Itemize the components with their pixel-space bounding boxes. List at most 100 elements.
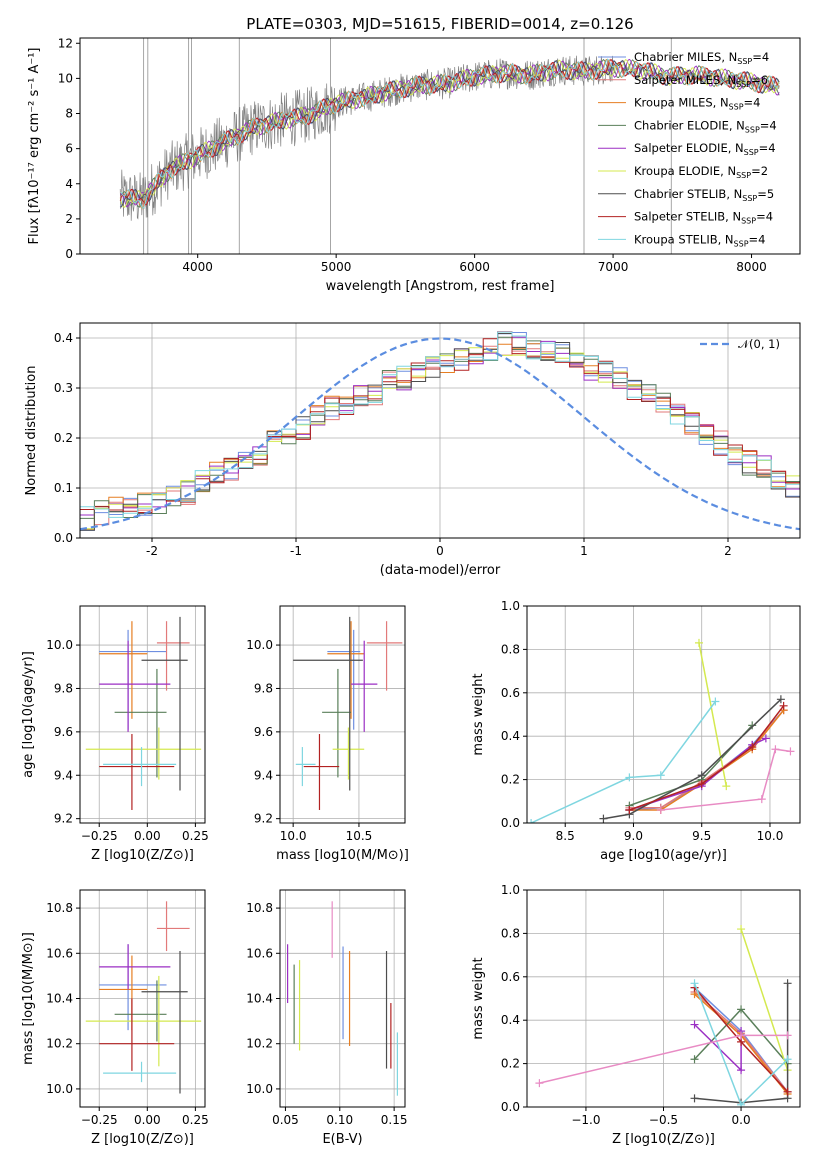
x-tick-label: 6000 [459, 260, 490, 274]
legend-label-sub: SSP [745, 125, 760, 134]
legend-label-sub: SSP [737, 57, 752, 66]
legend: 𝒩(0, 1) [700, 337, 780, 351]
legend-label-count: =4 [756, 210, 773, 224]
x-tick-label: 9.0 [624, 829, 643, 843]
weight-marker [757, 795, 766, 804]
y-tick-label: 9.6 [54, 725, 73, 739]
weight-marker [656, 805, 665, 814]
y-tick-label: 2 [65, 212, 73, 226]
y-tick-label: 0.0 [501, 816, 520, 830]
legend-label-sub: SSP [742, 194, 757, 203]
x-tick-label: 0 [436, 544, 444, 558]
weight-marker [535, 1079, 544, 1088]
x-tick-label: 7000 [598, 260, 629, 274]
weight-marker [527, 819, 536, 823]
chart-title: PLATE=0303, MJD=51615, FIBERID=0014, z=0… [246, 15, 633, 33]
legend-label-text: Salpeter ELODIE, N [634, 141, 744, 155]
weight-marker [690, 1094, 699, 1103]
y-tick-label: 9.2 [254, 812, 273, 826]
weight-marker [783, 1031, 792, 1040]
x-tick-label: 0.15 [381, 1113, 408, 1127]
legend-label-sub: SSP [729, 103, 744, 112]
normal-curve [80, 337, 800, 531]
y-tick-label: 0.0 [501, 1100, 520, 1114]
legend-label-text: Kroupa STELIB, N [634, 232, 734, 246]
x-tick-label: −0.25 [81, 829, 118, 843]
legend-label: Kroupa ELODIE, NSSP=2 [634, 164, 768, 180]
weight-marker [748, 721, 757, 730]
axes-frame [279, 605, 406, 824]
y-tick-label: 10.6 [246, 946, 273, 960]
weight_vs_Z-panel: −1.0 −0.5 0.0 0.0 0.2 0.4 0.6 0.8 1.0 Z [log10(Z/… [471, 883, 801, 1147]
y-tick-label: 10.0 [246, 1082, 273, 1096]
legend-label-sub: SSP [736, 171, 751, 180]
x-axis-label: Z [log10(Z/Z⊙)] [91, 1132, 194, 1147]
x-tick-label: 9.5 [692, 829, 711, 843]
x-axis-label: age [log10(age/yr)] [600, 848, 727, 863]
weight-marker [737, 1066, 746, 1075]
weight-marker [625, 773, 634, 782]
weight-marker [690, 1020, 699, 1029]
residuals-panel: -2 -1 0 1 2 0.0 0.1 0.2 0.3 0.4 (data-model)/error… [24, 322, 801, 578]
weight-marker [737, 1031, 746, 1040]
x-tick-label: 5000 [321, 260, 352, 274]
y-tick-label: 0.8 [501, 642, 520, 656]
x-tick-label: 0.10 [326, 1113, 353, 1127]
legend-label-text: Salpeter STELIB, N [634, 210, 741, 224]
x-tick-label: 4000 [182, 260, 213, 274]
legend-label-count: =4 [760, 118, 777, 132]
age_vs_mass-panel: 10.0 10.5 9.2 9.4 9.6 9.8 10.0 mass [log10(M/M⊙… [246, 605, 409, 863]
weight-marker [722, 782, 731, 791]
legend-label-count: =6 [751, 73, 768, 87]
y-tick-label: 10.0 [46, 1082, 73, 1096]
x-tick-label: 0.25 [182, 829, 209, 843]
y-tick-label: 10.6 [46, 946, 73, 960]
legend-label-text: Chabrier STELIB, N [634, 187, 742, 201]
legend-label-sub: SSP [741, 217, 756, 226]
y-tick-label: 9.8 [54, 681, 73, 695]
y-axis-label: Flux [fλ10⁻¹⁷ erg cm⁻² s⁻¹ A⁻¹] [27, 48, 42, 245]
y-axis-label: mass weight [471, 957, 486, 1039]
y-tick-label: 8 [65, 107, 73, 121]
weight-marker [761, 734, 770, 743]
y-axis-label: mass weight [471, 673, 486, 755]
residual-plot [80, 331, 800, 531]
weight-marker [737, 1005, 746, 1014]
x-axis-label: wavelength [Angstrom, rest frame] [326, 279, 555, 294]
spectrum-panel: 4000 5000 6000 7000 8000 0 2 4 6 8 10 12 wavelength … [27, 15, 801, 294]
weight-line-6 [603, 698, 782, 820]
legend-label-sub: SSP [744, 148, 759, 157]
y-tick-label: 9.8 [254, 681, 273, 695]
y-tick-label: 0.6 [501, 970, 520, 984]
y-tick-label: 10.8 [246, 901, 273, 915]
y-tick-label: 0.6 [501, 686, 520, 700]
weight-marker [697, 771, 706, 780]
legend-label-text: Chabrier ELODIE, N [634, 118, 745, 132]
y-tick-label: 0.4 [501, 729, 520, 743]
legend-label: Salpeter STELIB, NSSP=4 [634, 210, 773, 226]
y-tick-label: 10.2 [46, 1037, 73, 1051]
x-tick-label: 0.00 [134, 1113, 161, 1127]
x-axis-label: (data-model)/error [380, 563, 501, 578]
x-tick-label: 0.0 [732, 1113, 751, 1127]
axes-frame [526, 889, 801, 1108]
axes-frame [79, 605, 206, 824]
weight-line-5 [698, 642, 728, 787]
x-tick-label: 10.5 [346, 829, 373, 843]
weight-line-8 [530, 701, 717, 823]
legend-label: Salpeter ELODIE, NSSP=4 [634, 141, 776, 157]
x-tick-label: 0.05 [272, 1113, 299, 1127]
y-tick-label: 10.8 [46, 901, 73, 915]
legend-label-text: Kroupa ELODIE, N [634, 164, 736, 178]
weight-line-6 [694, 983, 789, 1104]
x-axis-label: Z [log10(Z/Z⊙)] [91, 848, 194, 863]
legend-label: Chabrier ELODIE, NSSP=4 [634, 118, 777, 134]
axes-frame [526, 605, 801, 824]
histogram-step-6 [80, 333, 800, 531]
y-tick-label: 10.4 [246, 992, 273, 1006]
mass_vs_EBV-plot [287, 901, 398, 1096]
weight-marker [690, 979, 699, 988]
y-tick-label: 9.6 [254, 725, 273, 739]
y-tick-label: 0.2 [501, 773, 520, 787]
legend-label-count: =4 [759, 141, 776, 155]
